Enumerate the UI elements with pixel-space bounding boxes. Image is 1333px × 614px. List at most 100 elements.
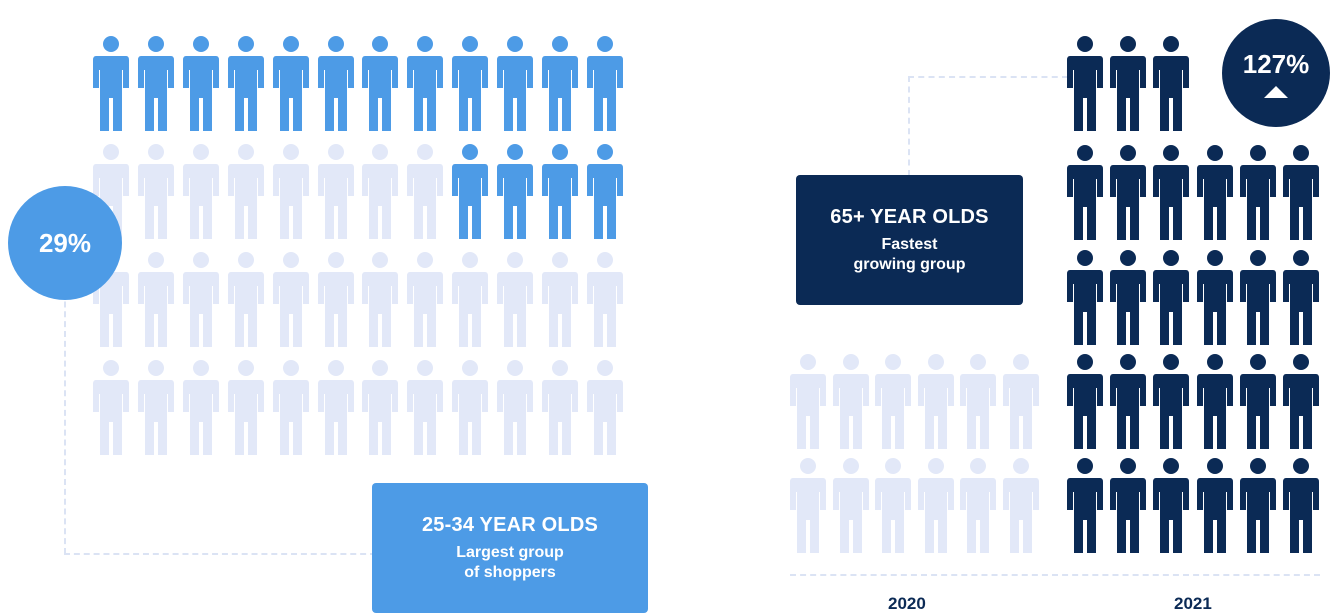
up-triangle-icon [1264, 85, 1288, 98]
person-icon-highlighted [542, 36, 578, 131]
person-icon-2020 [917, 458, 954, 553]
person-icon-muted [407, 360, 444, 455]
person-icon-2021 [1196, 250, 1233, 345]
person-icon-highlighted [93, 36, 129, 131]
person-icon-muted [407, 144, 444, 239]
person-icon-muted [362, 360, 399, 455]
person-icon-muted [137, 360, 174, 455]
person-icon-muted [137, 144, 174, 239]
person-icon-2021 [1067, 145, 1103, 240]
badge-value: 29% [38, 227, 92, 258]
person-icon-muted [317, 360, 354, 455]
person-icon-2020 [832, 354, 869, 449]
person-icon-2021 [1153, 36, 1190, 131]
person-icon-2021 [1110, 250, 1147, 345]
card-subtitle-line1: Fastest [881, 235, 938, 253]
percent-badge-29: 29% [8, 186, 122, 300]
person-icon-muted [362, 252, 399, 347]
person-icon-2021 [1283, 145, 1319, 240]
person-icon-2020 [790, 354, 826, 449]
person-icon-2021 [1153, 145, 1190, 240]
person-icon-2021 [1153, 458, 1190, 553]
person-icon-2020 [1003, 458, 1039, 553]
person-icon-2020 [917, 354, 954, 449]
person-icon-2021 [1067, 36, 1103, 131]
person-icon-highlighted [542, 144, 578, 239]
person-icon-2020 [875, 458, 912, 553]
person-icon-highlighted [362, 36, 399, 131]
person-icon-2021 [1110, 354, 1147, 449]
person-icon-2020 [1003, 354, 1039, 449]
group-card-65-plus: 65+ YEAR OLDS Fastest growing group [796, 175, 1023, 305]
left-connector-horizontal [64, 553, 376, 555]
person-icon-2021 [1283, 354, 1319, 449]
person-icon-highlighted [497, 144, 534, 239]
person-icon-highlighted [137, 36, 174, 131]
person-icon-highlighted [452, 144, 489, 239]
person-icon-muted [362, 144, 399, 239]
person-icon-muted [227, 144, 264, 239]
person-icon-2020 [875, 354, 912, 449]
person-icon-muted [272, 252, 309, 347]
person-icon-muted [317, 144, 354, 239]
person-icon-muted [497, 252, 534, 347]
person-icon-muted [317, 252, 354, 347]
person-icon-highlighted [317, 36, 354, 131]
person-icon-highlighted [497, 36, 534, 131]
person-icon-2021 [1110, 145, 1147, 240]
person-icon-muted [542, 360, 578, 455]
person-icon-2021 [1067, 458, 1103, 553]
person-icon-2020 [832, 458, 869, 553]
person-icon-2021 [1239, 458, 1276, 553]
person-icon-2021 [1196, 354, 1233, 449]
person-icon-highlighted [407, 36, 444, 131]
person-icon-muted [272, 144, 309, 239]
badge-value: 127% [1242, 48, 1310, 79]
card-heading: 65+ YEAR OLDS [830, 205, 989, 228]
person-icon-muted [182, 360, 219, 455]
person-icon-2021 [1283, 250, 1319, 345]
person-icon-muted [586, 252, 623, 347]
card-subtitle-line2: growing group [853, 255, 966, 273]
person-icon-highlighted [227, 36, 264, 131]
card-heading: 25-34 YEAR OLDS [421, 513, 599, 536]
person-icon-muted [542, 252, 578, 347]
person-icon-2021 [1110, 36, 1147, 131]
person-icon-highlighted [586, 36, 623, 131]
person-icon-muted [497, 360, 534, 455]
right-connector-horizontal [908, 76, 1068, 78]
person-icon-2021 [1067, 354, 1103, 449]
person-icon-muted [137, 252, 174, 347]
person-icon-2021 [1153, 354, 1190, 449]
right-baseline [790, 574, 1320, 576]
person-icon-2020 [790, 458, 826, 553]
person-icon-2021 [1283, 458, 1319, 553]
person-icon-highlighted [182, 36, 219, 131]
year-label-2021: 2021 [1174, 594, 1212, 613]
person-icon-2021 [1239, 250, 1276, 345]
group-card-25-34: 25-34 YEAR OLDS Largest group of shopper… [372, 483, 648, 613]
right-connector-vertical [908, 76, 910, 176]
person-icon-highlighted [272, 36, 309, 131]
person-icon-2020 [960, 458, 997, 553]
person-icon-muted [407, 252, 444, 347]
card-subtitle-line1: Largest group [456, 543, 564, 561]
person-icon-muted [182, 252, 219, 347]
year-label-2020: 2020 [888, 594, 926, 613]
person-icon-muted [182, 144, 219, 239]
person-icon-highlighted [586, 144, 623, 239]
person-icon-muted [452, 252, 489, 347]
person-icon-muted [227, 252, 264, 347]
person-icon-muted [227, 360, 264, 455]
left-connector-vertical [64, 262, 66, 554]
person-icon-2021 [1239, 145, 1276, 240]
card-subtitle-line2: of shoppers [464, 563, 556, 581]
percent-badge-127: 127% [1222, 19, 1330, 127]
person-icon-2021 [1239, 354, 1276, 449]
person-icon-2021 [1067, 250, 1103, 345]
person-icon-muted [93, 360, 129, 455]
person-icon-2020 [960, 354, 997, 449]
person-icon-muted [452, 360, 489, 455]
person-icon-muted [586, 360, 623, 455]
